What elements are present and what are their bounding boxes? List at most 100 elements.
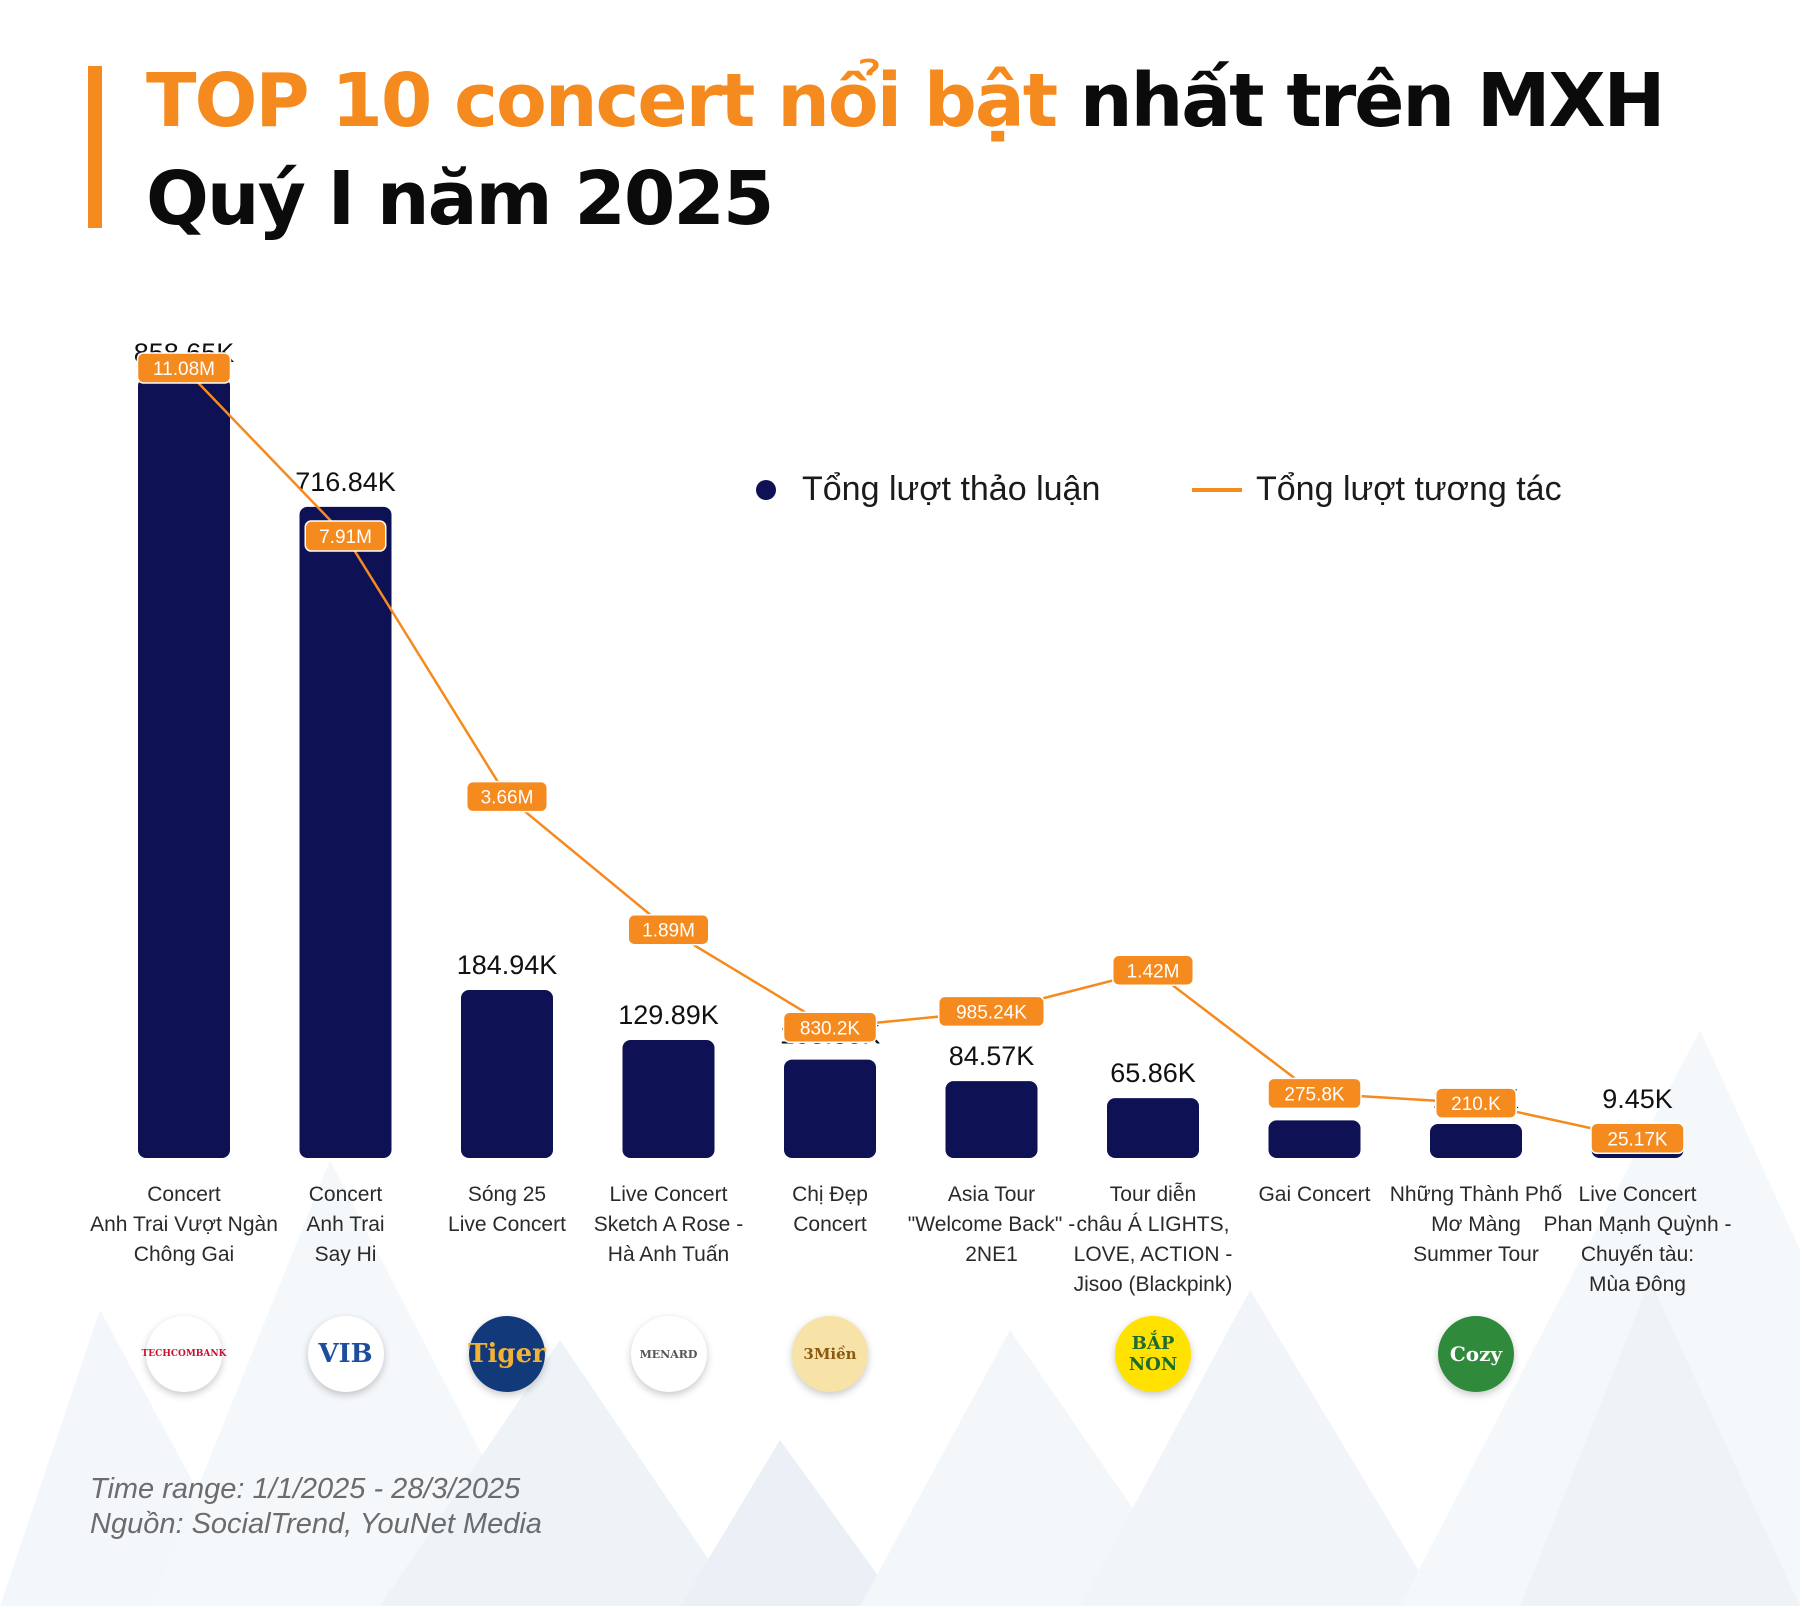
logo-text: MENARD — [639, 1347, 698, 1361]
footer: Time range: 1/1/2025 - 28/3/2025 Nguồn: … — [90, 1472, 542, 1542]
category-label-line: "Welcome Back" - — [907, 1213, 1076, 1236]
line-value-label: 985.24K — [956, 1002, 1027, 1023]
logo-text: 3Miền — [803, 1345, 857, 1363]
line-value-label: 1.89M — [642, 921, 695, 942]
line-value-label: 830.2K — [800, 1018, 861, 1039]
category-label-line: Tour diễn — [1109, 1183, 1197, 1206]
bar-value-label: 65.86K — [1110, 1058, 1196, 1088]
line-value-box — [938, 995, 1045, 1028]
category-label: Chị Đẹp Concert — [730, 1180, 930, 1240]
category-label: Tour diễn châu Á LIGHTS, LOVE, ACTION - Jis… — [1053, 1180, 1253, 1300]
line-value-label: 275.8K — [1284, 1084, 1345, 1105]
bar-value-label: 84.57K — [949, 1041, 1035, 1071]
time-range: Time range: 1/1/2025 - 28/3/2025 — [90, 1473, 521, 1505]
category-label-line: Asia Tour — [947, 1183, 1036, 1206]
page-title: TOP 10 concert nổi bật nhất trên MXH Quý … — [146, 52, 1666, 248]
legend-bars-label: Tổng lượt thảo luận — [802, 470, 1101, 508]
category-label-line: 2NE1 — [965, 1243, 1018, 1266]
bar-value-label: 184.94K — [457, 950, 558, 980]
category-label-line: Live Concert — [448, 1213, 566, 1236]
bar — [622, 1040, 715, 1158]
bap-non-logo: BẮP NON — [1115, 1316, 1191, 1392]
category-label-line: Sketch A Rose - — [593, 1213, 744, 1236]
bar — [138, 378, 230, 1158]
bar-value-label: 716.84K — [295, 467, 396, 497]
bar — [461, 990, 553, 1158]
bar — [784, 1059, 876, 1158]
title-rest: nhất trên MXH — [1056, 58, 1666, 144]
category-label-line: Hà Anh Tuấn — [607, 1243, 730, 1266]
bar — [1430, 1124, 1522, 1158]
logo-text: TECHCOMBANK — [141, 1349, 227, 1359]
category-label-line: Anh Trai Vượt Ngàn — [90, 1213, 278, 1236]
category-label-line: châu Á LIGHTS, — [1076, 1213, 1230, 1236]
bar-value-label: 129.89K — [618, 1000, 719, 1030]
category-label-line: Gai Concert — [1258, 1183, 1371, 1206]
logo-text: VIB — [318, 1339, 373, 1369]
category-label-line: Concert — [308, 1183, 383, 1206]
category-label-line: Chông Gai — [133, 1243, 235, 1266]
interaction-line — [183, 367, 1638, 1140]
category-label-line: Live Concert — [1578, 1183, 1697, 1206]
bar — [945, 1081, 1038, 1158]
source-note: Nguồn: SocialTrend, YouNet Media — [90, 1508, 542, 1540]
category-label-line: Chuyến tàu: — [1580, 1243, 1695, 1266]
line-value-box — [627, 913, 710, 946]
category-label: Sóng 25 Live Concert — [407, 1180, 607, 1240]
line-value-box — [304, 520, 387, 552]
line-value-label: 11.08M — [153, 359, 215, 380]
tiger-logo: Tiger — [468, 1316, 546, 1392]
logo-text: Tiger — [468, 1339, 546, 1369]
category-label-line: Sóng 25 — [467, 1183, 547, 1206]
bar — [299, 506, 392, 1159]
techcombank-logo: TECHCOMBANK — [142, 1316, 226, 1392]
category-label: Live Concert Phan Mạnh Quỳnh - Chuyến tàu:… — [1538, 1180, 1738, 1300]
category-label: Concert Anh Trai Vượt Ngàn Chông Gai — [84, 1180, 284, 1270]
line-value-box — [466, 780, 548, 813]
category-label: Concert Anh Trai Say Hi — [246, 1180, 446, 1270]
legend-line-label: Tổng lượt tương tác — [1256, 470, 1562, 508]
line-value-box — [136, 352, 232, 384]
title-line2: Quý I năm 2025 — [146, 156, 774, 242]
line-value-label: 7.91M — [319, 527, 372, 548]
line-value-label: 25.17K — [1607, 1129, 1668, 1150]
legend-line: Tổng lượt tương tác — [1192, 470, 1562, 509]
legend-line-icon — [1192, 487, 1242, 492]
category-label: Những Thành Phố Mơ Màng Summer Tour — [1376, 1180, 1576, 1270]
bar-value-label: 9.45K — [1602, 1084, 1673, 1114]
logo-text: BẮP NON — [1128, 1333, 1178, 1375]
line-value-box — [1112, 954, 1194, 987]
line-value-box — [1435, 1087, 1517, 1119]
line-value-box — [1590, 1122, 1685, 1155]
category-label-line: LOVE, ACTION - — [1073, 1243, 1233, 1266]
category-label-line: Phan Mạnh Quỳnh - — [1543, 1213, 1732, 1236]
line-value-label: 210.K — [1451, 1094, 1501, 1115]
category-label-line: Jisoo (Blackpink) — [1073, 1273, 1233, 1296]
bar — [1268, 1120, 1361, 1158]
line-value-label: 1.42M — [1127, 961, 1180, 982]
cozy-logo: Cozy — [1438, 1316, 1514, 1392]
line-value-box — [782, 1011, 878, 1044]
title-highlight: TOP 10 concert nổi bật — [146, 58, 1058, 144]
legend-dot-icon — [756, 479, 776, 500]
title-accent-bar — [88, 66, 102, 228]
vib-logo: VIB — [307, 1316, 384, 1392]
category-label-line: Anh Trai — [306, 1213, 385, 1236]
category-label: Gai Concert — [1215, 1180, 1415, 1210]
category-label-line: Concert — [793, 1213, 867, 1236]
category-label: Live Concert Sketch A Rose - Hà Anh Tuấn — [569, 1180, 769, 1270]
category-label-line: Live Concert — [609, 1183, 728, 1206]
category-label-line: Mơ Màng — [1431, 1213, 1521, 1236]
line-value-box — [1267, 1077, 1362, 1110]
menard-logo: MENARD — [630, 1316, 707, 1392]
3mien-logo: 3Miền — [792, 1316, 868, 1392]
category-label: Asia Tour "Welcome Back" - 2NE1 — [892, 1180, 1092, 1270]
category-label-line: Chị Đẹp — [792, 1183, 868, 1206]
category-label-line: Summer Tour — [1413, 1243, 1539, 1266]
category-label-line: Mùa Đông — [1589, 1273, 1686, 1296]
category-label-line: Concert — [147, 1183, 221, 1206]
category-label-line: Những Thành Phố — [1389, 1183, 1563, 1206]
legend-bars: Tổng lượt thảo luận — [756, 470, 1100, 509]
bar — [1107, 1098, 1199, 1158]
